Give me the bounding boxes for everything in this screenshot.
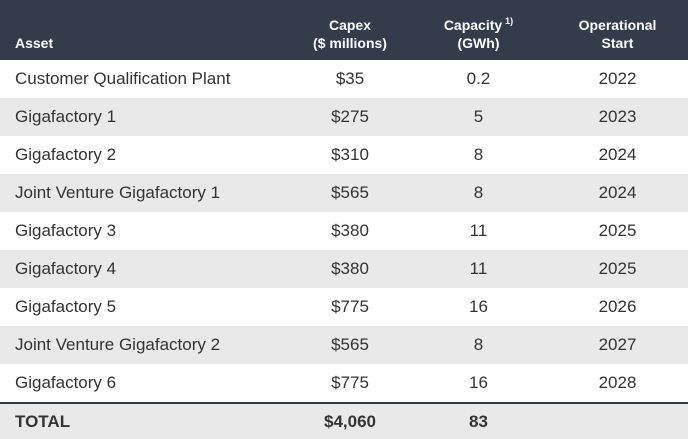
table-row: Gigafactory 2 $310 8 2024 <box>0 136 688 174</box>
table-cell: 5 <box>410 98 547 136</box>
header-text: (GWh) <box>410 34 547 52</box>
table-cell: 2023 <box>547 98 688 136</box>
table-cell: Customer Qualification Plant <box>15 69 231 88</box>
table-cell: $380 <box>290 250 410 288</box>
header-text: Capacity 1) <box>410 12 547 34</box>
header-line: Start <box>601 35 634 51</box>
table-cell: 2027 <box>547 326 688 364</box>
table-cell: $275 <box>290 98 410 136</box>
header-line: Capacity <box>443 17 503 33</box>
total-cell: 83 <box>410 402 547 439</box>
table-cell: 16 <box>469 297 488 316</box>
table-cell: 8 <box>410 326 547 364</box>
header-text: ($ millions) <box>290 34 410 52</box>
total-row: TOTAL $4,060 83 <box>0 402 688 439</box>
table-cell: 0.2 <box>466 69 491 88</box>
table-row: Gigafactory 6 $775 16 2028 <box>0 364 688 403</box>
table-cell: 11 <box>410 250 547 288</box>
header-text: Start <box>547 34 688 52</box>
table-cell: $775 <box>331 373 369 392</box>
table-cell: 2025 <box>547 250 688 288</box>
header-cell: Capex ($ millions) <box>290 0 410 60</box>
header-text: Asset <box>15 34 290 52</box>
header-text: Capex <box>290 16 410 34</box>
header-row: Asset Capex ($ millions) Capacity 1) (GWh) Ope… <box>0 0 688 60</box>
table-cell: 2022 <box>598 69 637 88</box>
header-line: ($ millions) <box>313 35 387 51</box>
table-cell: 16 <box>469 373 488 392</box>
table-cell: 8 <box>410 174 547 212</box>
header-text: Operational <box>547 16 688 34</box>
header-cell: Capacity 1) (GWh) <box>410 0 547 60</box>
table-cell: 2024 <box>598 145 637 164</box>
total-cell <box>547 402 688 439</box>
table-row: Gigafactory 4 $380 11 2025 <box>0 250 688 288</box>
table-cell: $775 <box>331 297 369 316</box>
table-cell: $310 <box>331 145 369 164</box>
header-line: Capex <box>328 17 372 33</box>
table-cell: 2024 <box>547 174 688 212</box>
header-line: (GWh) <box>457 35 500 51</box>
table-cell: 11 <box>469 221 488 240</box>
table-cell: Gigafactory 6 <box>15 373 117 392</box>
table-cell: $35 <box>335 69 365 88</box>
table-cell: Gigafactory 5 <box>15 297 117 316</box>
table-row: Gigafactory 1 $275 5 2023 <box>0 98 688 136</box>
header-line: Operational <box>578 17 657 33</box>
table-cell: Joint Venture Gigafactory 1 <box>0 174 290 212</box>
table-cell: Gigafactory 4 <box>0 250 290 288</box>
table-row: Gigafactory 5 $775 16 2026 <box>0 288 688 326</box>
footnote-ref: 1) <box>505 16 514 26</box>
table-cell: 8 <box>473 145 484 164</box>
table-cell: Joint Venture Gigafactory 2 <box>0 326 290 364</box>
header-cell: Operational Start <box>547 0 688 60</box>
table-cell: Gigafactory 3 <box>15 221 117 240</box>
table-cell: $565 <box>290 326 410 364</box>
table-body: Customer Qualification Plant $35 0.2 2022 Gi… <box>0 60 688 439</box>
table-row: Joint Venture Gigafactory 1 $565 8 2024 <box>0 174 688 212</box>
header-cell: Asset <box>0 0 290 60</box>
table-cell: $565 <box>290 174 410 212</box>
table-row: Joint Venture Gigafactory 2 $565 8 2027 <box>0 326 688 364</box>
table-cell: $380 <box>331 221 369 240</box>
total-cell: TOTAL <box>0 402 290 439</box>
table-cell: 2026 <box>598 297 637 316</box>
table-row: Gigafactory 3 $380 11 2025 <box>0 212 688 250</box>
header-line: Asset <box>15 35 54 51</box>
table-cell: Gigafactory 1 <box>0 98 290 136</box>
table-cell: 2028 <box>598 373 637 392</box>
table-cell: Gigafactory 2 <box>15 145 117 164</box>
total-cell: $4,060 <box>290 402 410 439</box>
table-row: Customer Qualification Plant $35 0.2 2022 <box>0 60 688 98</box>
table-cell: 2025 <box>598 221 637 240</box>
